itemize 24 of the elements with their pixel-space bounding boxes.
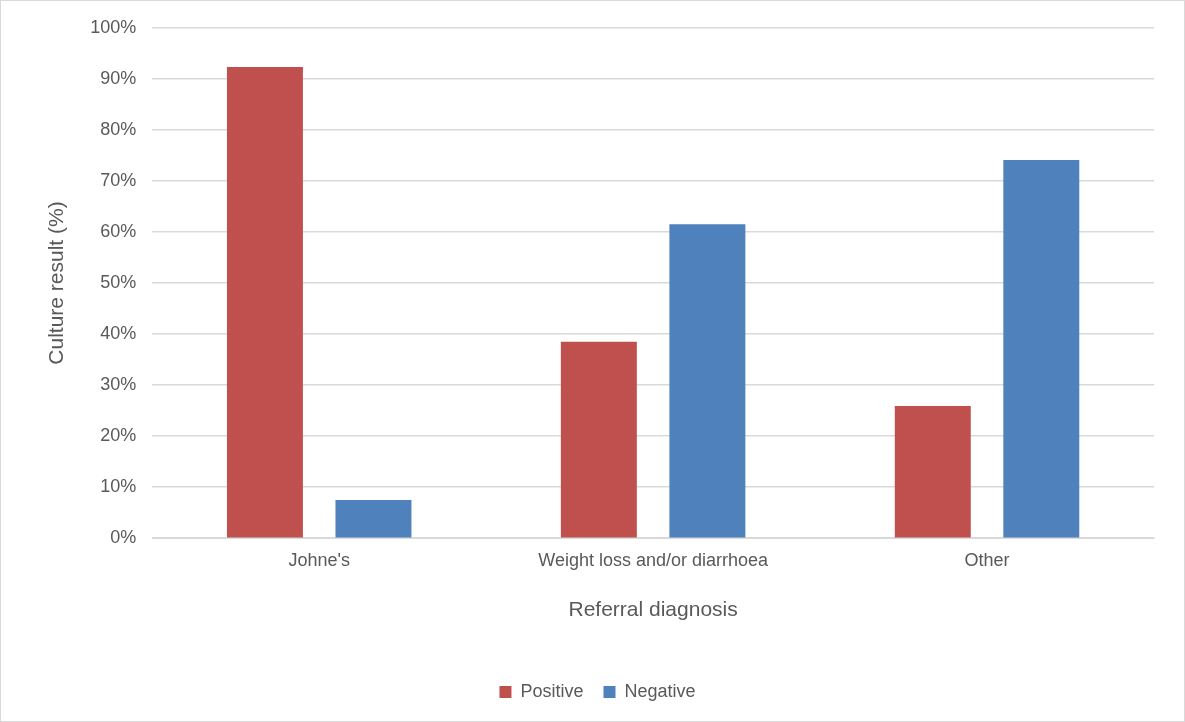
legend-label: Positive — [520, 680, 584, 701]
bar — [669, 224, 746, 538]
y-tick-label: 50% — [100, 271, 137, 292]
y-tick-label: 100% — [90, 16, 137, 37]
bar — [894, 406, 971, 538]
bar — [226, 67, 303, 538]
y-axis-title: Culture result (%) — [44, 201, 68, 365]
x-tick-label: Weight loss and/or diarrhoea — [538, 549, 769, 570]
bar — [1003, 159, 1080, 538]
y-tick-label: 20% — [100, 425, 137, 446]
y-tick-label: 10% — [100, 476, 137, 497]
x-tick-label: Johne's — [288, 549, 350, 570]
y-tick-label: 90% — [100, 67, 137, 88]
x-tick-label: Other — [964, 549, 1010, 570]
y-tick-label: 60% — [100, 220, 137, 241]
y-tick-label: 30% — [100, 374, 137, 395]
bar — [560, 341, 637, 538]
y-tick-label: 40% — [100, 323, 137, 344]
x-axis-title: Referral diagnosis — [568, 597, 738, 621]
bar — [335, 499, 412, 538]
y-tick-label: 80% — [100, 118, 137, 139]
y-tick-label: 0% — [110, 527, 137, 548]
y-tick-label: 70% — [100, 169, 137, 190]
legend-label: Negative — [624, 680, 696, 701]
